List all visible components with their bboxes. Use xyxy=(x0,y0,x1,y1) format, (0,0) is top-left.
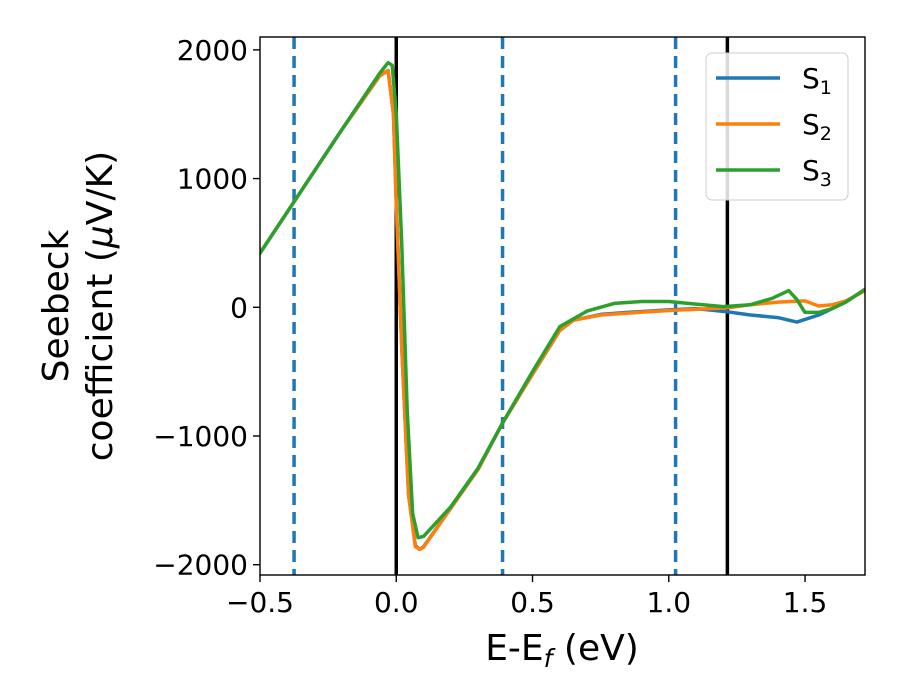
y-axis-label-line2: coefficient (μV/K) xyxy=(80,151,121,461)
y-tick-label: −2000 xyxy=(153,549,248,582)
legend: S1 S2 S3 xyxy=(705,52,849,201)
x-tick-label: 0.0 xyxy=(374,586,419,619)
series-line-s3 xyxy=(260,60,865,540)
x-tick-label: −0.5 xyxy=(226,586,294,619)
x-tick-label: 1.0 xyxy=(647,586,692,619)
y-tick-label: 0 xyxy=(230,291,248,324)
x-tick-label: 1.5 xyxy=(783,586,828,619)
y-tick-label: 1000 xyxy=(177,163,248,196)
legend-label-s1: S1 xyxy=(802,62,832,99)
legend-label-s3: S3 xyxy=(802,154,832,191)
legend-label-s2: S2 xyxy=(802,108,832,145)
y-axis-label-line1: Seebeck xyxy=(36,229,77,382)
plot-frame xyxy=(259,36,866,576)
x-tick-label: 0.5 xyxy=(510,586,555,619)
y-tick-label: −1000 xyxy=(153,420,248,453)
y-tick-label: 2000 xyxy=(177,34,248,67)
x-axis-label: E-Ef (eV) xyxy=(485,628,639,673)
